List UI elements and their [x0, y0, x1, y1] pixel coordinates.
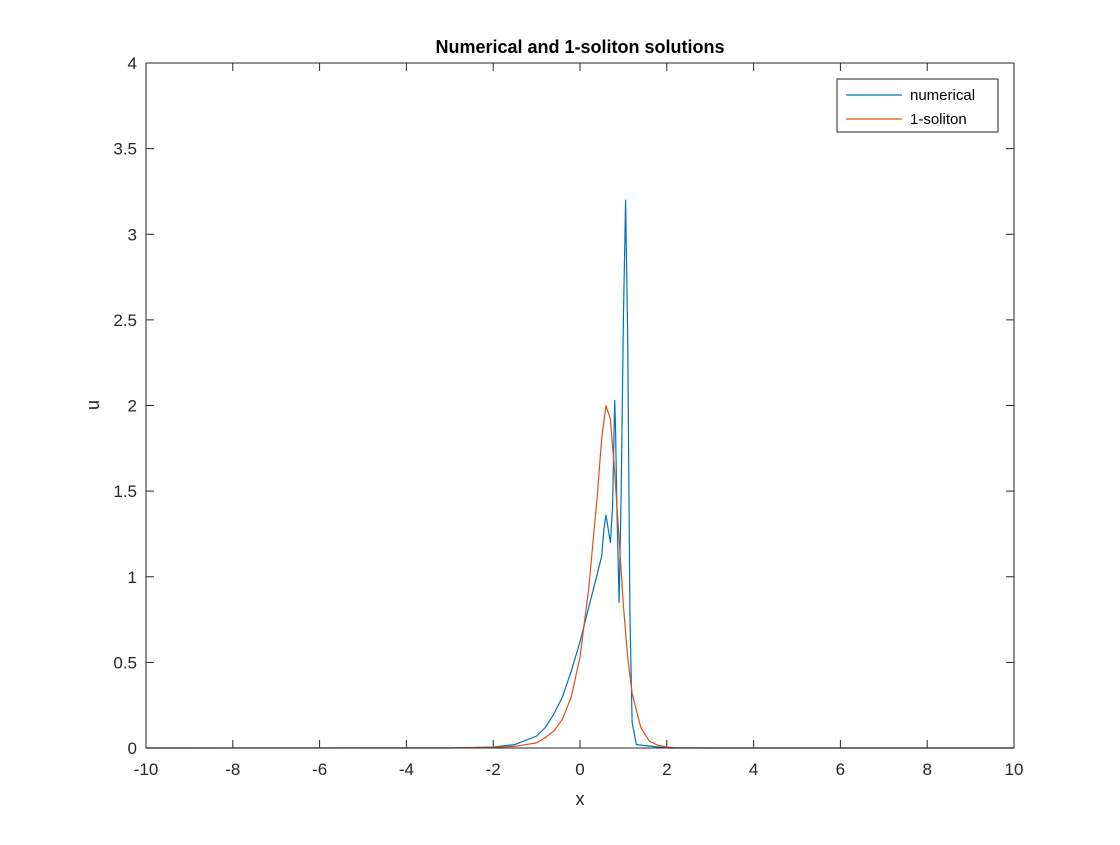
- y-tick-label: 1.5: [113, 482, 137, 501]
- plot-area: [146, 63, 1014, 748]
- x-tick-label: -2: [486, 760, 501, 779]
- x-tick-label: 10: [1005, 760, 1024, 779]
- x-tick-label: 4: [749, 760, 758, 779]
- y-axis-label: u: [83, 400, 103, 410]
- legend-label-1-soliton: 1-soliton: [910, 111, 967, 128]
- legend-label-numerical: numerical: [910, 87, 975, 104]
- x-tick-label: -4: [399, 760, 414, 779]
- legend-box: [836, 78, 999, 133]
- x-tick-label: -8: [225, 760, 240, 779]
- x-tick-label: 0: [575, 760, 584, 779]
- chart-title: Numerical and 1-soliton solutions: [435, 37, 724, 57]
- y-tick-label: 3: [128, 225, 137, 244]
- y-tick-label: 2: [128, 397, 137, 416]
- series-line-1-soliton: [145, 404, 1014, 749]
- x-tick-label: 6: [836, 760, 845, 779]
- y-tick-label: 3.5: [113, 140, 137, 159]
- y-tick-label: 4: [128, 54, 137, 73]
- x-tick-label: 8: [922, 760, 931, 779]
- series-line-numerical: [146, 199, 1014, 749]
- legend: numerical 1-soliton: [836, 78, 999, 133]
- y-tick-label: 0: [128, 739, 137, 758]
- plot-frame: [145, 62, 1015, 749]
- x-tick-label: 2: [662, 760, 671, 779]
- y-tick-label: 1: [128, 568, 137, 587]
- y-tick-label: 0.5: [113, 653, 137, 672]
- x-tick-label: -10: [134, 760, 159, 779]
- y-tick-label: 2.5: [113, 311, 137, 330]
- x-tick-label: -6: [312, 760, 327, 779]
- x-axis-label: x: [576, 789, 585, 809]
